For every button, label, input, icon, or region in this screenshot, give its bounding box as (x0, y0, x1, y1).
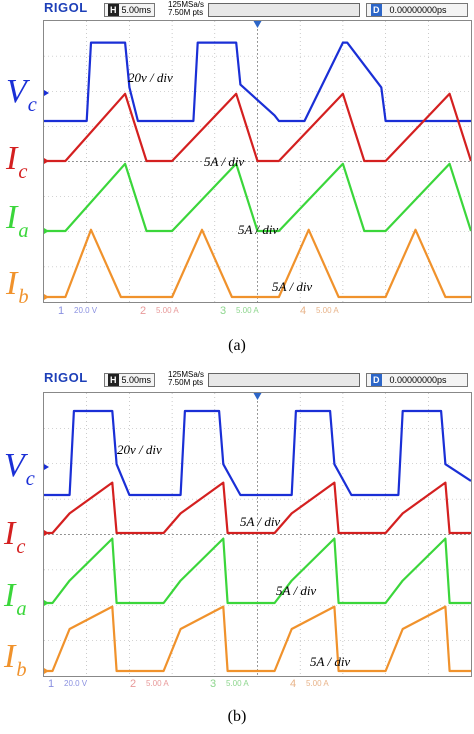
channel-4-chip[interactable]: 4 5.00 A (289, 678, 329, 690)
channel-2-trace (44, 92, 473, 163)
channel-3-ground-marker (44, 228, 49, 234)
delay-box: D 0.00000000ps (366, 3, 468, 17)
delay-mode-badge: D (371, 4, 382, 16)
trigger-position-bar[interactable] (208, 3, 360, 17)
label-ic: Ic (6, 140, 28, 184)
scope-screen (43, 392, 472, 677)
scale-ic: 5A / div (204, 154, 245, 169)
scale-vc: 20v / div (117, 442, 162, 457)
delay-value: 0.00000000ps (389, 5, 447, 15)
mode-badge: H (108, 374, 119, 386)
scale-ib: 5A / div (310, 654, 351, 669)
scale-ic: 5A / div (240, 514, 281, 529)
label-vc: Vc (6, 73, 37, 117)
label-ia: Ia (6, 199, 29, 243)
scale-ia: 5A / div (276, 583, 317, 598)
rigol-logo: RIGOL (44, 0, 88, 15)
caption-b: (b) (227, 708, 247, 725)
sample-rate: 125MSa/s (168, 0, 205, 9)
rigol-logo: RIGOL (44, 370, 88, 385)
channel-2-trace (44, 481, 471, 535)
channel-2-chip[interactable]: 2 5.00 A (139, 305, 179, 317)
channel-footer: 1 20.0 V 2 5.00 A 3 5.00 A 4 5.00 A (44, 676, 470, 692)
label-ia: Ia (4, 577, 27, 621)
waveform-plot (44, 393, 472, 676)
mode-badge: H (108, 4, 119, 16)
memory-depth: 7.50M pts (168, 378, 204, 387)
channel-1-trace (44, 409, 472, 497)
channel-1-chip[interactable]: 1 20.0 V (57, 305, 98, 317)
channel-4-chip[interactable]: 4 5.00 A (299, 305, 339, 317)
scope-screen (43, 20, 473, 303)
memory-depth: 7.50M pts (168, 8, 204, 17)
channel-1-chip[interactable]: 1 20.0 V (47, 678, 88, 690)
timebase-value: 5.00ms (121, 375, 152, 385)
scope-header: RIGOL H 5.00ms 125MSa/s 7.50M pts D 0.00000… (44, 370, 470, 388)
channel-1-trace (44, 41, 471, 123)
channel-4-trace (44, 228, 471, 299)
scale-ia: 5A / div (238, 222, 279, 237)
channel-3-trace (44, 162, 473, 233)
channel-4-trace (44, 605, 471, 673)
channel-4-ground-marker (44, 294, 49, 300)
trigger-position-bar[interactable] (208, 373, 360, 387)
channel-2-ground-marker (44, 158, 49, 164)
waveform-plot (44, 21, 473, 302)
channel-footer: 1 20.0 V 2 5.00 A 3 5.00 A 4 5.00 A (44, 303, 470, 319)
channel-3-trace (44, 537, 471, 605)
sample-info: 125MSa/s 7.50M pts (168, 371, 204, 387)
trigger-marker (253, 21, 262, 28)
timebase-value: 5.00ms (121, 5, 152, 15)
label-ic: Ic (4, 515, 26, 559)
channel-2-ground-marker (44, 530, 49, 536)
scope-panel-a: RIGOL H 5.00ms 125MSa/s 7.50M pts D 0.00000… (6, 0, 473, 354)
channel-3-ground-marker (44, 600, 49, 606)
timebase-box: H 5.00ms (104, 373, 156, 387)
channel-4-ground-marker (44, 668, 49, 674)
timebase-box: H 5.00ms (104, 3, 156, 17)
label-ib: Ib (4, 638, 27, 682)
channel-1-ground-marker (44, 90, 49, 96)
trigger-marker (253, 393, 262, 400)
graticule (44, 393, 471, 676)
sample-info: 125MSa/s 7.50M pts (168, 1, 204, 17)
sample-rate: 125MSa/s (168, 370, 205, 379)
scale-vc: 20v / div (128, 70, 173, 85)
scope-header: RIGOL H 5.00ms 125MSa/s 7.50M pts D 0.00000… (44, 0, 470, 18)
label-ib: Ib (6, 265, 29, 309)
delay-value: 0.00000000ps (389, 375, 447, 385)
delay-mode-badge: D (371, 374, 382, 386)
scope-panel-b: RIGOL H 5.00ms 125MSa/s 7.50M pts D 0.00000… (0, 370, 474, 734)
channel-2-chip[interactable]: 2 5.00 A (129, 678, 169, 690)
scale-ib: 5A / div (272, 279, 313, 294)
channel-1-ground-marker (44, 464, 49, 470)
caption-a: (a) (228, 337, 246, 354)
label-vc: Vc (4, 447, 35, 491)
channel-3-chip[interactable]: 3 5.00 A (209, 678, 249, 690)
delay-box: D 0.00000000ps (366, 373, 468, 387)
channel-3-chip[interactable]: 3 5.00 A (219, 305, 259, 317)
